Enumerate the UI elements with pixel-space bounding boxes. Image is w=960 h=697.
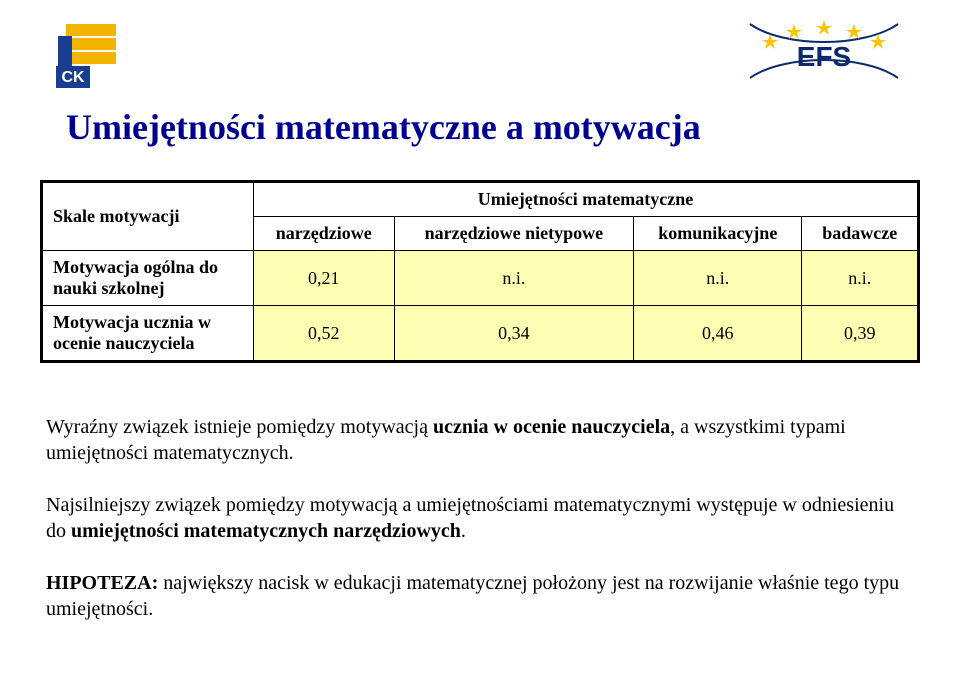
- efs-logo-text: EFS: [797, 41, 851, 72]
- page-title: Umiejętności matematyczne a motywacja: [66, 106, 701, 148]
- para1-b: ucznia w ocenie nauczyciela: [433, 416, 670, 438]
- ck-logo-text: CK: [61, 69, 85, 86]
- paragraph-1: Wyraźny związek istnieje pomiędzy motywa…: [46, 414, 914, 466]
- efs-logo: EFS: [744, 18, 904, 89]
- ck-logo: CK: [56, 22, 126, 97]
- row-label: Motywacja ogólna do nauki szkolnej: [42, 251, 254, 306]
- th-col-2: komunikacyjne: [634, 217, 802, 251]
- para3-a: HIPOTEZA:: [46, 572, 163, 594]
- th-col-1: narzędziowe nietypowe: [394, 217, 634, 251]
- cell: n.i.: [802, 251, 919, 306]
- cell: n.i.: [634, 251, 802, 306]
- cell: 0,34: [394, 306, 634, 362]
- para2-c: .: [461, 520, 466, 542]
- paragraph-3: HIPOTEZA: największy nacisk w edukacji m…: [46, 570, 914, 622]
- cell: 0,21: [254, 251, 395, 306]
- paragraph-2: Najsilniejszy związek pomiędzy motywacją…: [46, 492, 914, 544]
- th-umiej: Umiejętności matematyczne: [254, 182, 919, 217]
- para3-b: największy nacisk w edukacji matematyczn…: [46, 572, 899, 620]
- cell: 0,39: [802, 306, 919, 362]
- table-row: Motywacja ucznia w ocenie nauczyciela 0,…: [42, 306, 919, 362]
- para1-a: Wyraźny związek istnieje pomiędzy motywa…: [46, 416, 433, 438]
- th-col-0: narzędziowe: [254, 217, 395, 251]
- table-row: Motywacja ogólna do nauki szkolnej 0,21 …: [42, 251, 919, 306]
- row-label: Motywacja ucznia w ocenie nauczyciela: [42, 306, 254, 362]
- para2-b: umiejętności matematycznych narzędziowyc…: [71, 520, 461, 542]
- cell: 0,52: [254, 306, 395, 362]
- cell: n.i.: [394, 251, 634, 306]
- cell: 0,46: [634, 306, 802, 362]
- th-col-3: badawcze: [802, 217, 919, 251]
- data-table: Skale motywacji Umiejętności matematyczn…: [40, 180, 920, 363]
- th-skale: Skale motywacji: [42, 182, 254, 251]
